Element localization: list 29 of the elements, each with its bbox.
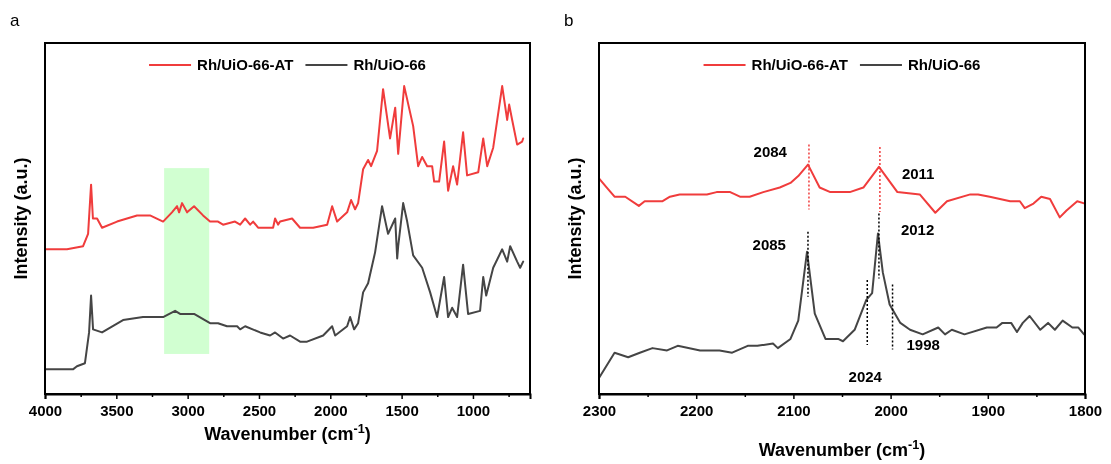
ref-line-label: 2024: [848, 367, 883, 385]
x-tick-label: 1000: [456, 401, 491, 419]
x-tick-label: 1500: [385, 401, 419, 419]
x-tick-label: 1900: [971, 401, 1005, 419]
x-tick-label: 3000: [171, 401, 205, 419]
x-tick-label: 1800: [1068, 401, 1103, 419]
ref-line-label: 1998: [906, 335, 940, 353]
legend-label: Rh/UiO-66: [353, 56, 426, 73]
y-axis-title: Intensity (a.u.): [11, 157, 31, 280]
x-tick-label: 2500: [242, 401, 277, 419]
x-tick-label: 3500: [100, 401, 134, 419]
chart-title: b: [564, 11, 574, 30]
legend-label: Rh/UiO-66: [907, 56, 981, 73]
x-tick-label: 2200: [680, 401, 714, 419]
legend-label: Rh/UiO-66-AT: [197, 56, 294, 73]
ref-line-label: 2085: [752, 235, 786, 253]
ref-line-label: 2012: [900, 221, 935, 239]
x-tick-label: 2000: [874, 401, 908, 419]
x-tick-label: 4000: [28, 401, 63, 419]
y-axis-title: Intensity (a.u.): [565, 157, 585, 280]
chart-title: a: [10, 11, 20, 30]
x-tick-label: 2300: [582, 401, 617, 419]
x-tick-label: 2000: [314, 401, 348, 419]
legend-label: Rh/UiO-66-AT: [751, 56, 848, 73]
x-tick-label: 2100: [777, 401, 811, 419]
x-axis-title: Wavenumber (cm$^{-1}$): [204, 422, 371, 444]
ref-line-label: 2084: [753, 142, 788, 160]
ref-line-label: 2011: [901, 164, 935, 182]
x-axis-title: Wavenumber (cm$^{-1}$): [758, 438, 926, 460]
